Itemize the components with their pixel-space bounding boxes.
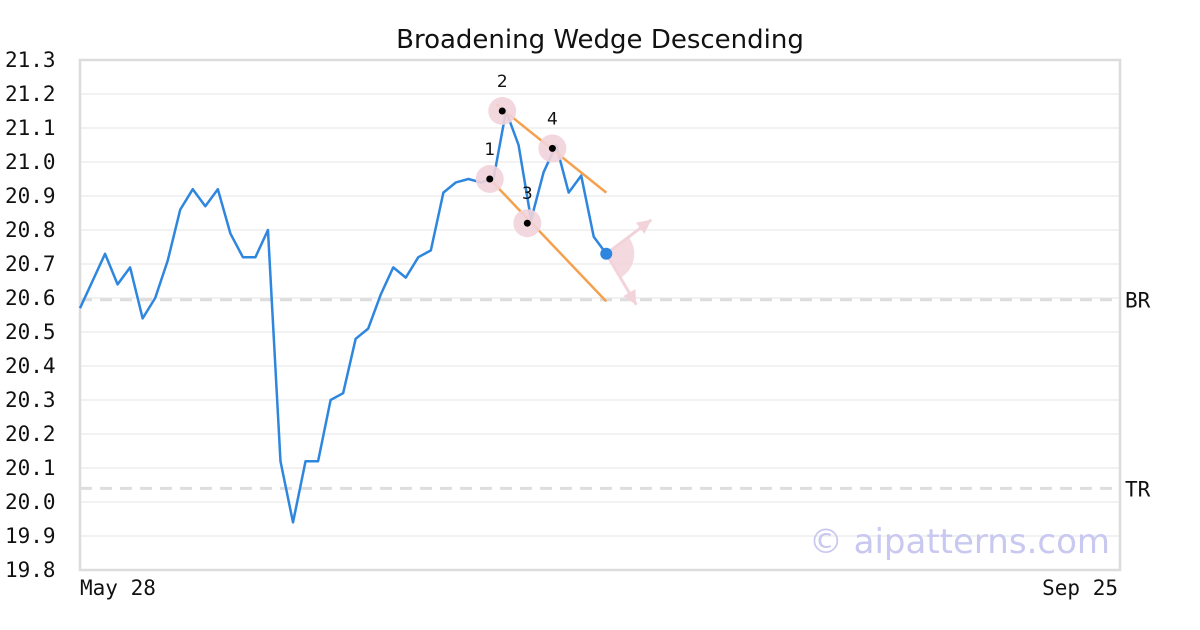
- level-label: BR: [1125, 289, 1151, 313]
- x-tick-label: May 28: [80, 576, 156, 600]
- pivot-marker: [498, 107, 506, 115]
- y-tick-label: 19.9: [5, 524, 56, 548]
- y-tick-label: 21.0: [5, 150, 56, 174]
- pivot-label: 1: [484, 140, 495, 160]
- pivot-label: 2: [497, 72, 508, 92]
- level-label: TR: [1125, 477, 1151, 501]
- x-axis-ticks: May 28 Sep 25: [80, 576, 1118, 600]
- y-tick-label: 20.2: [5, 422, 56, 446]
- pivot-points: 1 2 3 4: [475, 72, 567, 238]
- y-tick-label: 21.3: [5, 48, 56, 72]
- plot-area-border: [78, 58, 1122, 572]
- pivot-marker: [486, 175, 494, 183]
- projection-arrowhead: [623, 289, 637, 305]
- pivot-marker: [523, 219, 531, 227]
- level-lines: BR TR: [80, 289, 1151, 501]
- y-tick-label: 20.3: [5, 388, 56, 412]
- projection: [600, 218, 653, 306]
- projection-arrowhead: [635, 219, 652, 234]
- pivot-label: 4: [547, 109, 558, 129]
- y-tick-label: 21.1: [5, 116, 56, 140]
- y-tick-label: 20.7: [5, 252, 56, 276]
- y-axis-ticks: 21.3 21.2 21.1 21.0 20.9 20.8 20.7 20.6 20.5 20.4…: [5, 48, 56, 582]
- price-series: [78, 109, 608, 524]
- gridlines: [80, 93, 1120, 537]
- y-tick-label: 20.8: [5, 218, 56, 242]
- y-tick-label: 20.9: [5, 184, 56, 208]
- y-tick-label: 20.4: [5, 354, 56, 378]
- y-tick-label: 20.5: [5, 320, 56, 344]
- y-tick-label: 21.2: [5, 82, 56, 106]
- y-tick-label: 19.8: [5, 558, 56, 582]
- projection-sector: [606, 236, 635, 278]
- y-tick-label: 20.6: [5, 286, 56, 310]
- y-tick-label: 20.1: [5, 456, 56, 480]
- watermark: © aipatterns.com: [809, 522, 1110, 562]
- y-tick-label: 20.0: [5, 490, 56, 514]
- trend-line: [488, 178, 608, 303]
- pivot-marker: [548, 144, 556, 152]
- pivot-label: 3: [522, 184, 533, 204]
- x-tick-label: Sep 25: [1042, 576, 1118, 600]
- chart-title: Broadening Wedge Descending: [396, 25, 804, 55]
- series-line: [78, 109, 608, 524]
- current-price-marker: [600, 247, 613, 260]
